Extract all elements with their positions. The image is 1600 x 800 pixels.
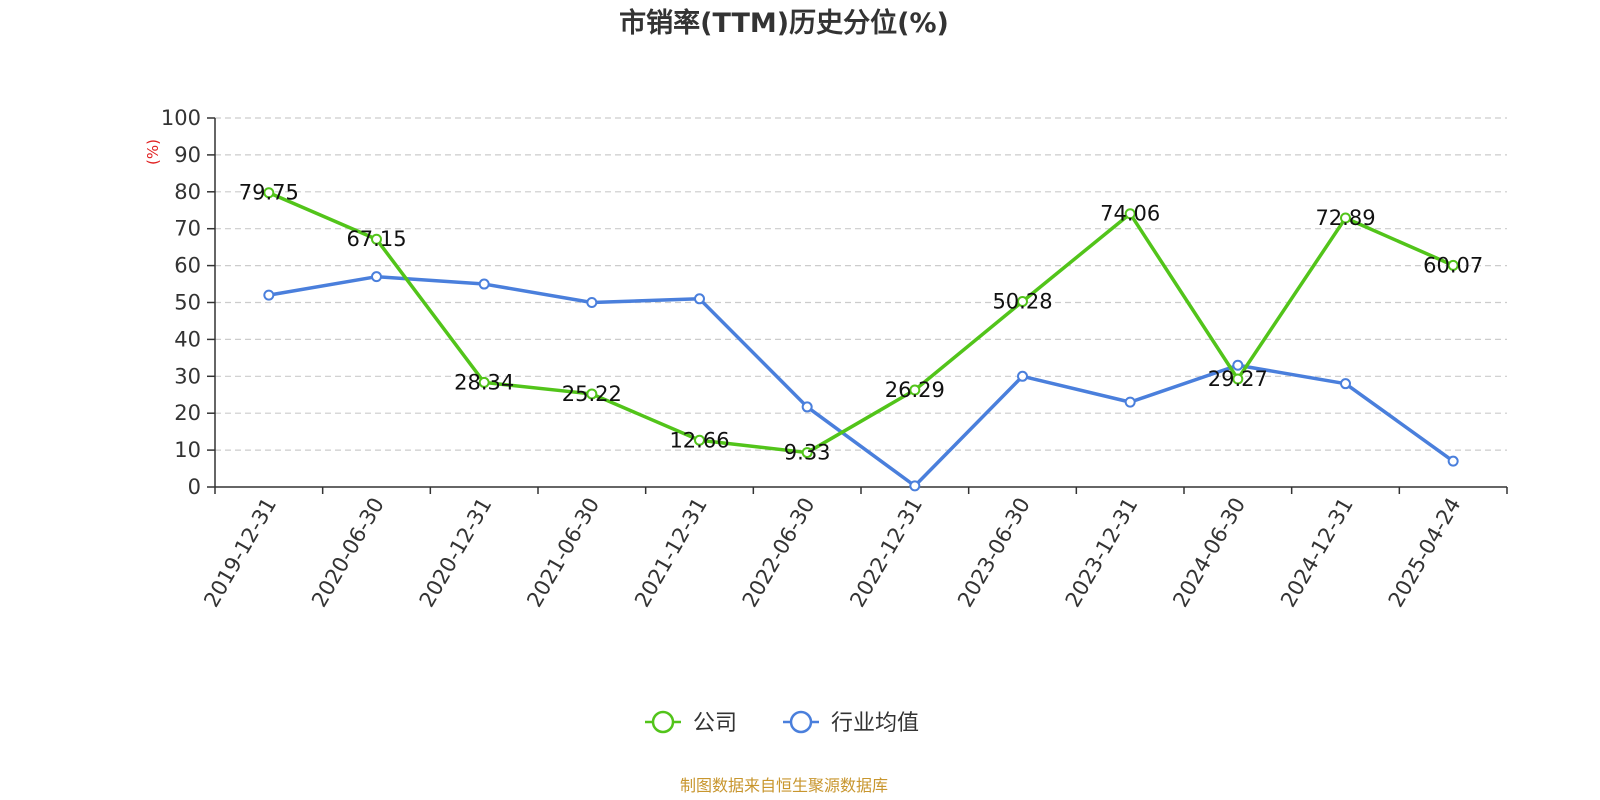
data-point xyxy=(1017,370,1028,382)
series-points xyxy=(263,187,1459,492)
y-tick-label: 70 xyxy=(174,217,201,241)
data-point xyxy=(478,376,490,388)
legend-marker xyxy=(651,710,675,734)
series-lines xyxy=(268,191,1455,488)
x-tick-label: 2023-12-31 xyxy=(1061,494,1143,612)
y-tick-label: 20 xyxy=(174,401,201,425)
data-point xyxy=(1447,259,1459,271)
data-point xyxy=(694,434,705,446)
y-tick-label: 0 xyxy=(188,475,201,499)
data-point xyxy=(1447,455,1459,467)
data-label: 9.33 xyxy=(784,441,831,465)
data-point xyxy=(1124,208,1136,220)
x-tick-label: 2021-12-31 xyxy=(630,494,712,612)
x-tick-label: 2019-12-31 xyxy=(199,494,281,612)
y-tick-label: 100 xyxy=(161,106,201,130)
y-tick-labels: 0 10 20 30 40 50 60 70 80 90 100 xyxy=(161,106,201,499)
data-point xyxy=(263,187,275,199)
data-point xyxy=(586,388,598,400)
data-point xyxy=(694,293,705,305)
data-label: 28.34 xyxy=(454,370,514,394)
data-point xyxy=(909,480,921,492)
data-point xyxy=(801,401,813,413)
axes xyxy=(207,117,1508,494)
data-point xyxy=(478,278,490,290)
data-point xyxy=(586,297,598,308)
legend-marker xyxy=(789,710,813,734)
x-tick-label: 2024-06-30 xyxy=(1168,494,1250,612)
data-point xyxy=(909,384,921,396)
series-line-0 xyxy=(268,191,1454,455)
y-tick-label: 40 xyxy=(174,327,201,351)
y-tick-label: 90 xyxy=(174,143,201,167)
legend-label: 公司 xyxy=(693,711,737,736)
y-tick-label: 60 xyxy=(174,254,201,278)
y-tick-label: 30 xyxy=(174,364,201,388)
series-line-1 xyxy=(268,274,1455,488)
data-point xyxy=(371,233,382,245)
x-tick-label: 2023-06-30 xyxy=(953,494,1035,612)
x-tick-label: 2025-04-24 xyxy=(1384,494,1466,612)
data-point xyxy=(263,289,275,301)
legend-item-0: 公司 xyxy=(645,710,737,736)
data-point xyxy=(1124,396,1136,408)
x-tick-label: 2021-06-30 xyxy=(522,494,604,612)
y-tick-label: 80 xyxy=(174,180,201,204)
x-tick-label: 2020-06-30 xyxy=(307,494,389,612)
data-point xyxy=(1017,295,1028,307)
x-tick-label: 2020-12-31 xyxy=(415,493,497,611)
data-label: 50.28 xyxy=(992,289,1052,313)
x-tick-label: 2022-12-31 xyxy=(845,493,927,611)
x-tick-labels: 2019-12-31 2020-06-30 2020-12-31 2021-06-30… xyxy=(199,493,1465,611)
x-tick-label: 2022-06-30 xyxy=(738,494,820,612)
data-point xyxy=(371,271,382,283)
legend-label: 行业均值 xyxy=(831,711,919,736)
source-text: 制图数据来自恒生聚源数据库 xyxy=(680,776,888,795)
data-label: 60.07 xyxy=(1423,253,1483,277)
data-label: 72.89 xyxy=(1315,206,1375,230)
data-label: 12.66 xyxy=(669,428,729,452)
y-axis-label: (%) xyxy=(144,139,162,165)
data-point xyxy=(801,447,813,459)
data-label: 74.06 xyxy=(1100,202,1160,226)
data-point xyxy=(1340,212,1351,224)
grid-lines xyxy=(215,117,1507,451)
legend: 公司 行业均值 xyxy=(645,710,919,736)
data-point xyxy=(1232,359,1244,371)
data-point xyxy=(1340,378,1351,390)
data-label: 25.22 xyxy=(562,382,622,406)
y-tick-label: 10 xyxy=(174,438,201,462)
x-tick-label: 2024-12-31 xyxy=(1276,494,1358,612)
data-labels: 79.75 67.15 28.34 25.22 12.66 9.33 26.29 50.28 7… xyxy=(239,181,1483,465)
data-label: 29.27 xyxy=(1208,367,1268,391)
data-label: 79.75 xyxy=(239,181,299,205)
legend-item-1: 行业均值 xyxy=(783,710,919,736)
data-point xyxy=(1232,373,1244,385)
data-label: 67.15 xyxy=(346,227,406,251)
data-label: 26.29 xyxy=(885,378,945,402)
y-tick-label: 50 xyxy=(174,291,201,315)
chart-title: 市销率(TTM)历史分位(%) xyxy=(619,7,949,39)
